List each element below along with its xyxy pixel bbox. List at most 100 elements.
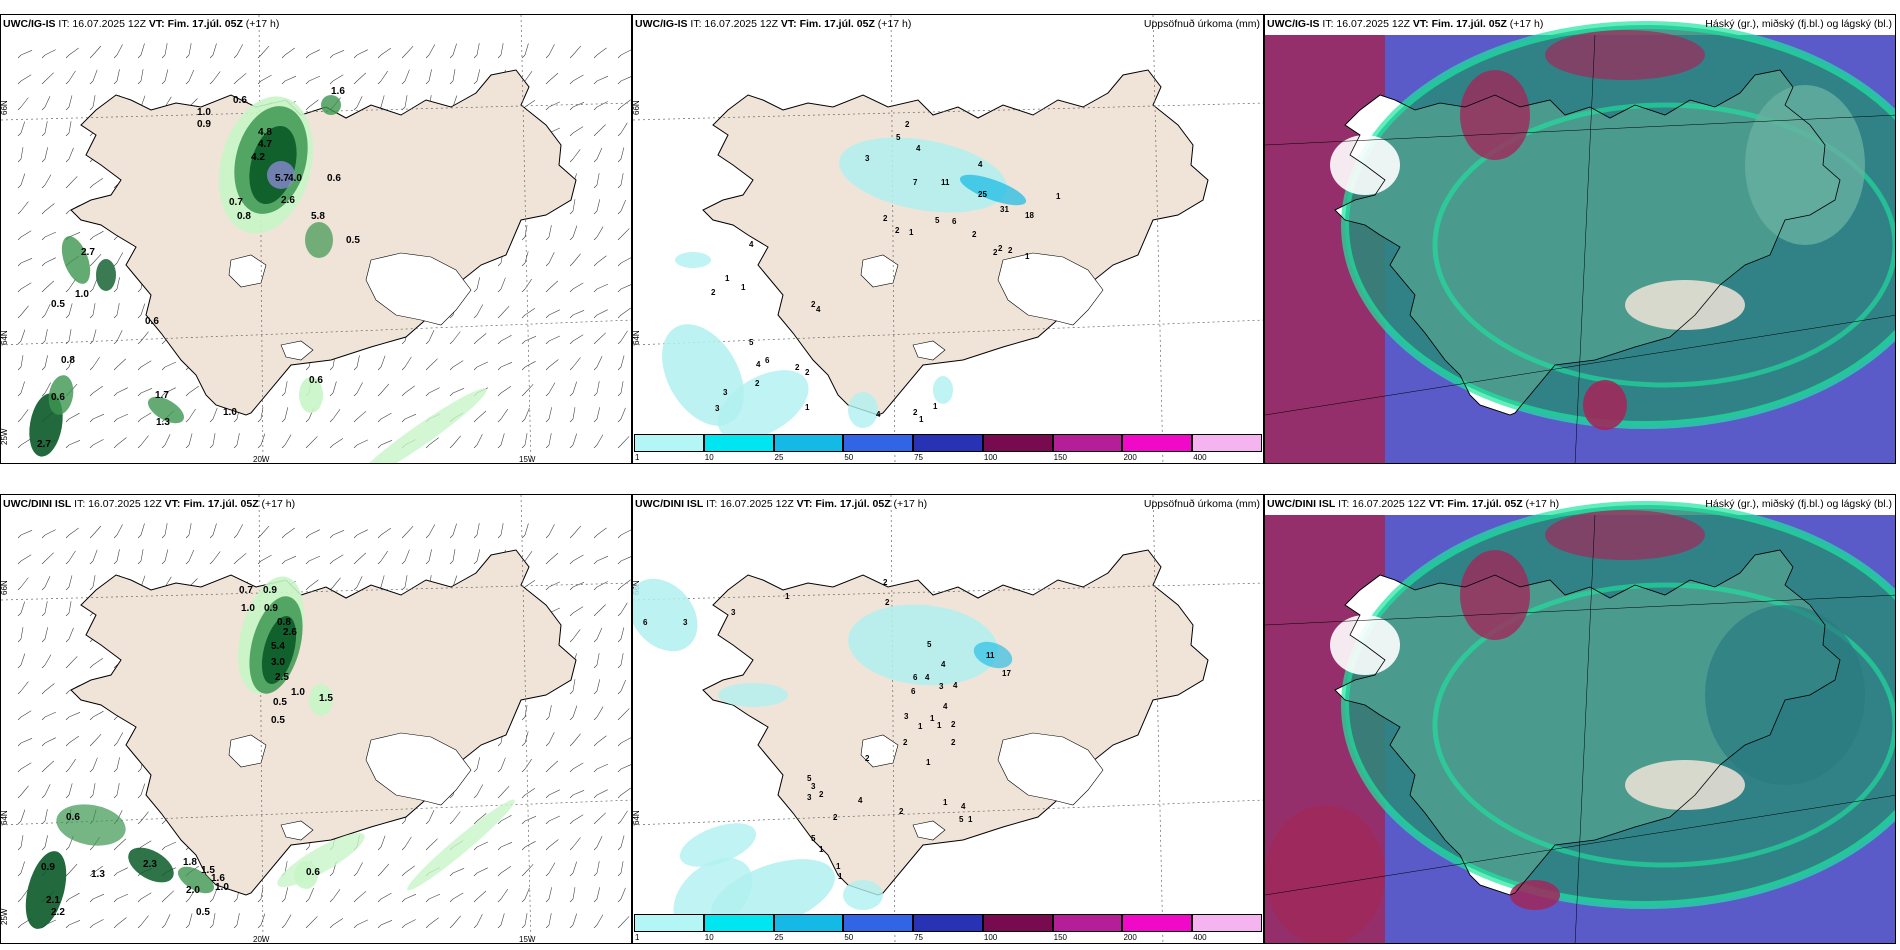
value-label: 1 xyxy=(819,845,824,854)
value-label: 0.6 xyxy=(51,392,65,403)
map-precip-wind: 66N 64N 25W 20W 15W 0.7 0.9 1.0 0.9 0.82.6 5.4 3.0 2… xyxy=(1,495,631,944)
value-label: 2 xyxy=(865,754,870,763)
colorbar-tick: 50 xyxy=(844,453,854,462)
precip-area xyxy=(662,324,744,426)
value-label: 3 xyxy=(715,404,720,413)
lat-label: 66N xyxy=(633,100,641,115)
graticule xyxy=(1265,315,1895,416)
iceland-coastline xyxy=(702,549,1209,896)
precip-area xyxy=(843,880,883,910)
value-label: 2.1 xyxy=(46,895,60,906)
glacier xyxy=(997,732,1104,806)
value-label: 0.5 xyxy=(346,235,360,246)
precip-area xyxy=(718,683,788,707)
value-label: 2 xyxy=(883,578,888,587)
value-label: 2 xyxy=(883,214,888,223)
value-label: 3 xyxy=(807,793,812,802)
value-label: 1 xyxy=(930,714,935,723)
value-label: 2 xyxy=(951,738,956,747)
value-label: 2 xyxy=(885,598,890,607)
panel-header: UWC/IG-IS IT: 16.07.2025 12Z VT: Fim. 17… xyxy=(3,18,280,30)
value-label: 0.6 xyxy=(145,316,159,327)
value-label: 5 xyxy=(896,133,901,142)
value-label: 1 xyxy=(1025,252,1030,261)
precip-area xyxy=(56,804,126,846)
precip-area xyxy=(355,388,487,463)
value-label: 17 xyxy=(1002,669,1011,678)
value-label: 5 xyxy=(811,834,816,843)
value-label: 1 xyxy=(937,721,942,730)
value-label: 3 xyxy=(723,388,728,397)
value-label: 1.0 xyxy=(215,882,229,893)
glacier xyxy=(912,340,946,361)
coastline-overlay xyxy=(1334,69,1841,416)
graticule xyxy=(1265,114,1895,146)
graticule xyxy=(1265,795,1895,896)
value-label: 2.3 xyxy=(143,859,157,870)
value-label: 0.6 xyxy=(327,173,341,184)
high-cloud-area xyxy=(1460,70,1530,160)
value-label: 1.6 xyxy=(331,86,345,97)
value-label: 4 xyxy=(953,681,958,690)
mid-cloud-area xyxy=(1745,85,1865,245)
graticule xyxy=(1574,34,1596,463)
colorbar-swatch xyxy=(913,434,983,452)
colorbar: 1 10 25 50 75 100 150 200 400 xyxy=(634,434,1262,462)
cloud-edge xyxy=(1432,582,1895,868)
coastline-overlay xyxy=(1334,549,1841,896)
colorbar-tick: 10 xyxy=(704,933,714,942)
precip-area xyxy=(675,252,711,268)
value-label: 2 xyxy=(1008,246,1013,255)
precip-area xyxy=(299,377,323,413)
value-label: 1.6 xyxy=(211,873,225,884)
value-label: 4 xyxy=(858,796,863,805)
value-label: 6 xyxy=(913,673,918,682)
value-label: 3 xyxy=(811,782,816,791)
value-label: 2 xyxy=(795,363,800,372)
value-label: 3 xyxy=(731,608,736,617)
value-label: 0.5 xyxy=(273,697,287,708)
value-label: 1 xyxy=(785,592,790,601)
panel-bottom-right: UWC/DINI ISL IT: 16.07.2025 12Z VT: Fim.… xyxy=(1264,494,1896,944)
colorbar-swatch xyxy=(1122,434,1193,452)
panel-bottom-left: UWC/DINI ISL IT: 16.07.2025 12Z VT: Fim.… xyxy=(0,494,632,944)
lon-label: 20W xyxy=(253,935,270,944)
value-label: 1 xyxy=(836,862,841,871)
lat-label: 64N xyxy=(633,810,641,825)
value-label: 1.0 xyxy=(223,407,237,418)
high-cloud-area xyxy=(1510,880,1560,910)
clear-area xyxy=(1625,760,1745,810)
value-label: 4.8 xyxy=(258,127,272,138)
value-label: 0.6 xyxy=(233,95,247,106)
map-cloud-cover xyxy=(1265,21,1895,463)
value-label: 1.0 xyxy=(197,107,211,118)
colorbar-swatch xyxy=(1122,914,1193,932)
colorbar-tick: 150 xyxy=(1053,453,1068,462)
value-label: 4.2 xyxy=(251,152,265,163)
value-label: 1 xyxy=(933,402,938,411)
precip-area xyxy=(294,861,318,889)
colorbar-swatch xyxy=(634,434,704,452)
colorbar-swatch xyxy=(773,914,844,932)
value-label: 4 xyxy=(943,702,948,711)
glacier xyxy=(997,252,1104,326)
value-label: 2 xyxy=(811,300,816,309)
colorbar-swatch xyxy=(1052,914,1123,932)
value-label: 2 xyxy=(895,226,900,235)
value-label: 2 xyxy=(903,738,908,747)
graticule xyxy=(1574,514,1596,943)
panel-top-right: UWC/IG-IS IT: 16.07.2025 12Z VT: Fim. 17… xyxy=(1264,14,1896,464)
colorbar-swatch xyxy=(773,434,844,452)
value-label: 3 xyxy=(865,154,870,163)
precip-area xyxy=(261,615,297,685)
cloud-edge xyxy=(1341,21,1895,429)
value-label: 0.6 xyxy=(306,867,320,878)
value-label: 11 xyxy=(941,178,950,187)
glacier xyxy=(860,734,899,768)
panel-top-left: UWC/IG-IS IT: 16.07.2025 12Z VT: Fim. 17… xyxy=(0,14,632,464)
value-label: 0.9 xyxy=(197,119,211,130)
lat-label: 64N xyxy=(1,810,9,825)
panel-title: Háský (gr.), miðský (fj.bl.) og lágský (… xyxy=(1705,498,1892,510)
value-label: 0.5 xyxy=(271,715,285,726)
lat-label: 66N xyxy=(1,580,9,595)
